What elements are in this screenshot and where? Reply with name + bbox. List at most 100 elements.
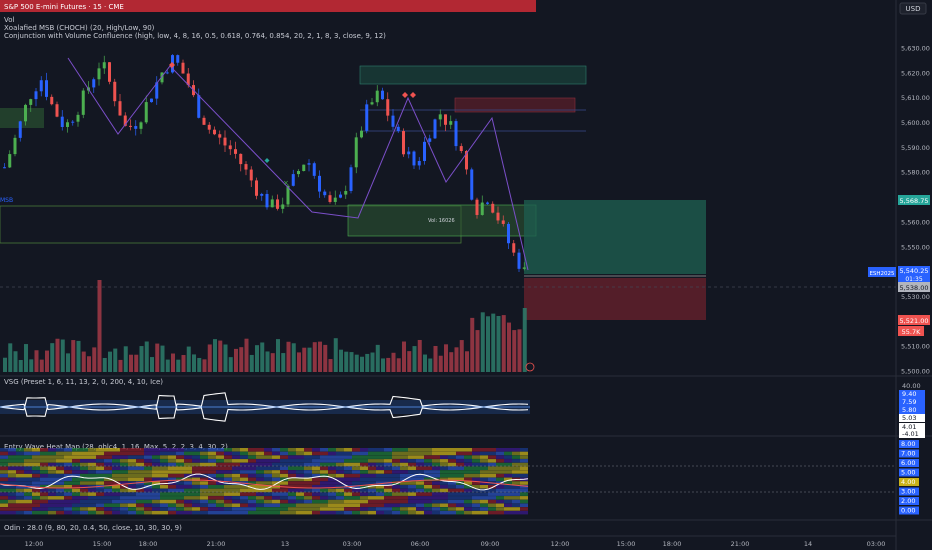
heat-cell: [256, 470, 264, 474]
heat-cell: [496, 503, 504, 507]
heat-cell: [64, 477, 72, 482]
volume-bar: [165, 359, 170, 372]
heat-cell: [256, 473, 264, 478]
heat-cell: [48, 492, 56, 496]
heat-cell: [344, 492, 352, 496]
heat-cell: [80, 473, 88, 478]
heat-cell: [128, 448, 136, 452]
heat-cell: [184, 451, 192, 456]
candle-body: [45, 80, 48, 97]
volume-bar: [491, 313, 496, 372]
heat-cell: [168, 455, 176, 459]
heat-cell: [80, 477, 88, 482]
legend-entry[interactable]: Entry Wave Heat Map (28, ohlc4, 1, 16, M…: [4, 443, 228, 451]
heat-cell: [288, 470, 296, 474]
heat-cell: [520, 462, 528, 467]
heat-cell: [272, 496, 280, 500]
heat-cell: [184, 507, 192, 511]
last-price-label: [898, 266, 930, 283]
legend-vsg[interactable]: VSG (Preset 1, 6, 11, 13, 2, 0, 200, 4, …: [4, 378, 163, 386]
heat-cell: [336, 448, 344, 452]
heat-cell: [16, 488, 24, 493]
alert-icon[interactable]: [525, 362, 535, 372]
heat-cell: [392, 470, 400, 474]
heat-cell: [224, 510, 232, 515]
heat-cell: [352, 470, 360, 474]
vsg-lines: [0, 392, 530, 422]
legend-vol[interactable]: Vol: [4, 16, 15, 24]
heat-cell: [320, 459, 328, 463]
heat-cell: [344, 462, 352, 467]
candle-body: [97, 68, 101, 80]
heat-cell: [216, 481, 224, 485]
heat-cell: [512, 485, 520, 489]
heat-cell: [8, 451, 16, 456]
heat-cell: [136, 451, 144, 456]
heat-cell: [456, 492, 464, 496]
heat-cell: [312, 492, 320, 496]
heat-cell: [296, 448, 304, 452]
heat-cell: [72, 462, 80, 467]
heat-cell: [120, 466, 128, 470]
legend-odin[interactable]: Odin · 28.0 (9, 80, 20, 0.4, 50, close, …: [4, 524, 182, 532]
heat-cell: [216, 448, 224, 452]
heat-cell: [496, 499, 504, 504]
heat-cell: [520, 507, 528, 511]
time-axis[interactable]: 12:00 15:00 18:00 21:00 13 03:00 06:00 09:00 12:…: [25, 540, 886, 548]
heat-axis-badge: [899, 440, 919, 448]
heat-cell: [480, 459, 488, 463]
candle-body: [239, 153, 243, 165]
heat-cell: [520, 485, 528, 489]
heat-cell: [408, 496, 416, 500]
heat-cell: [232, 451, 240, 456]
heat-cell: [448, 477, 456, 482]
heat-cell: [416, 481, 424, 485]
vol-zone-label: Vol: 16026: [428, 218, 455, 224]
volume-bar: [228, 357, 233, 372]
volume-bar: [339, 349, 343, 372]
volume-bar: [444, 344, 448, 372]
target-zone[interactable]: [524, 200, 706, 274]
volume-bar: [260, 342, 265, 372]
stop-zone[interactable]: [524, 278, 706, 320]
legend-confluence[interactable]: Conjunction with Volume Confluence (high…: [4, 32, 386, 40]
candle-body: [354, 137, 358, 168]
symbol-title-bar[interactable]: [0, 0, 536, 12]
candle-body: [186, 73, 190, 86]
heat-cell: [320, 462, 328, 467]
heat-cell: [16, 455, 24, 459]
heat-cell: [376, 459, 384, 463]
heat-cell: [152, 448, 160, 452]
heat-cell: [248, 503, 256, 507]
heat-cell: [152, 510, 160, 515]
heat-cell: [144, 499, 152, 504]
heat-cell: [328, 481, 336, 485]
heat-cell: [208, 510, 216, 515]
heat-cell: [496, 455, 504, 459]
volume-bar: [66, 353, 70, 372]
heat-cell: [32, 448, 40, 452]
legend-msb[interactable]: Xoalafied MSB (CHOCH) (20, High/Low, 90): [4, 24, 155, 32]
heat-cell: [48, 448, 56, 452]
volume-group: [3, 280, 527, 372]
heat-cell: [288, 499, 296, 504]
heat-cell: [384, 499, 392, 504]
price-axis[interactable]: 5,630.00 5,620.00 5,610.00 5,600.00 5,590.00…: [901, 45, 930, 376]
heat-cell: [408, 466, 416, 470]
volume-bar: [396, 358, 401, 372]
heat-cell: [376, 499, 384, 504]
heat-cell: [152, 477, 160, 482]
heat-cell: [392, 485, 400, 489]
heat-cell: [488, 451, 496, 456]
volume-bar: [113, 348, 118, 372]
heat-cell: [136, 496, 144, 500]
volume-bar: [171, 353, 175, 372]
currency-button[interactable]: [899, 2, 927, 15]
heat-cell: [168, 510, 176, 515]
heat-cell: [88, 466, 96, 470]
heat-cell: [464, 496, 472, 500]
heat-cell: [520, 481, 528, 485]
heat-cell: [40, 510, 48, 515]
heat-cell: [368, 499, 376, 504]
heat-cell: [160, 451, 168, 456]
